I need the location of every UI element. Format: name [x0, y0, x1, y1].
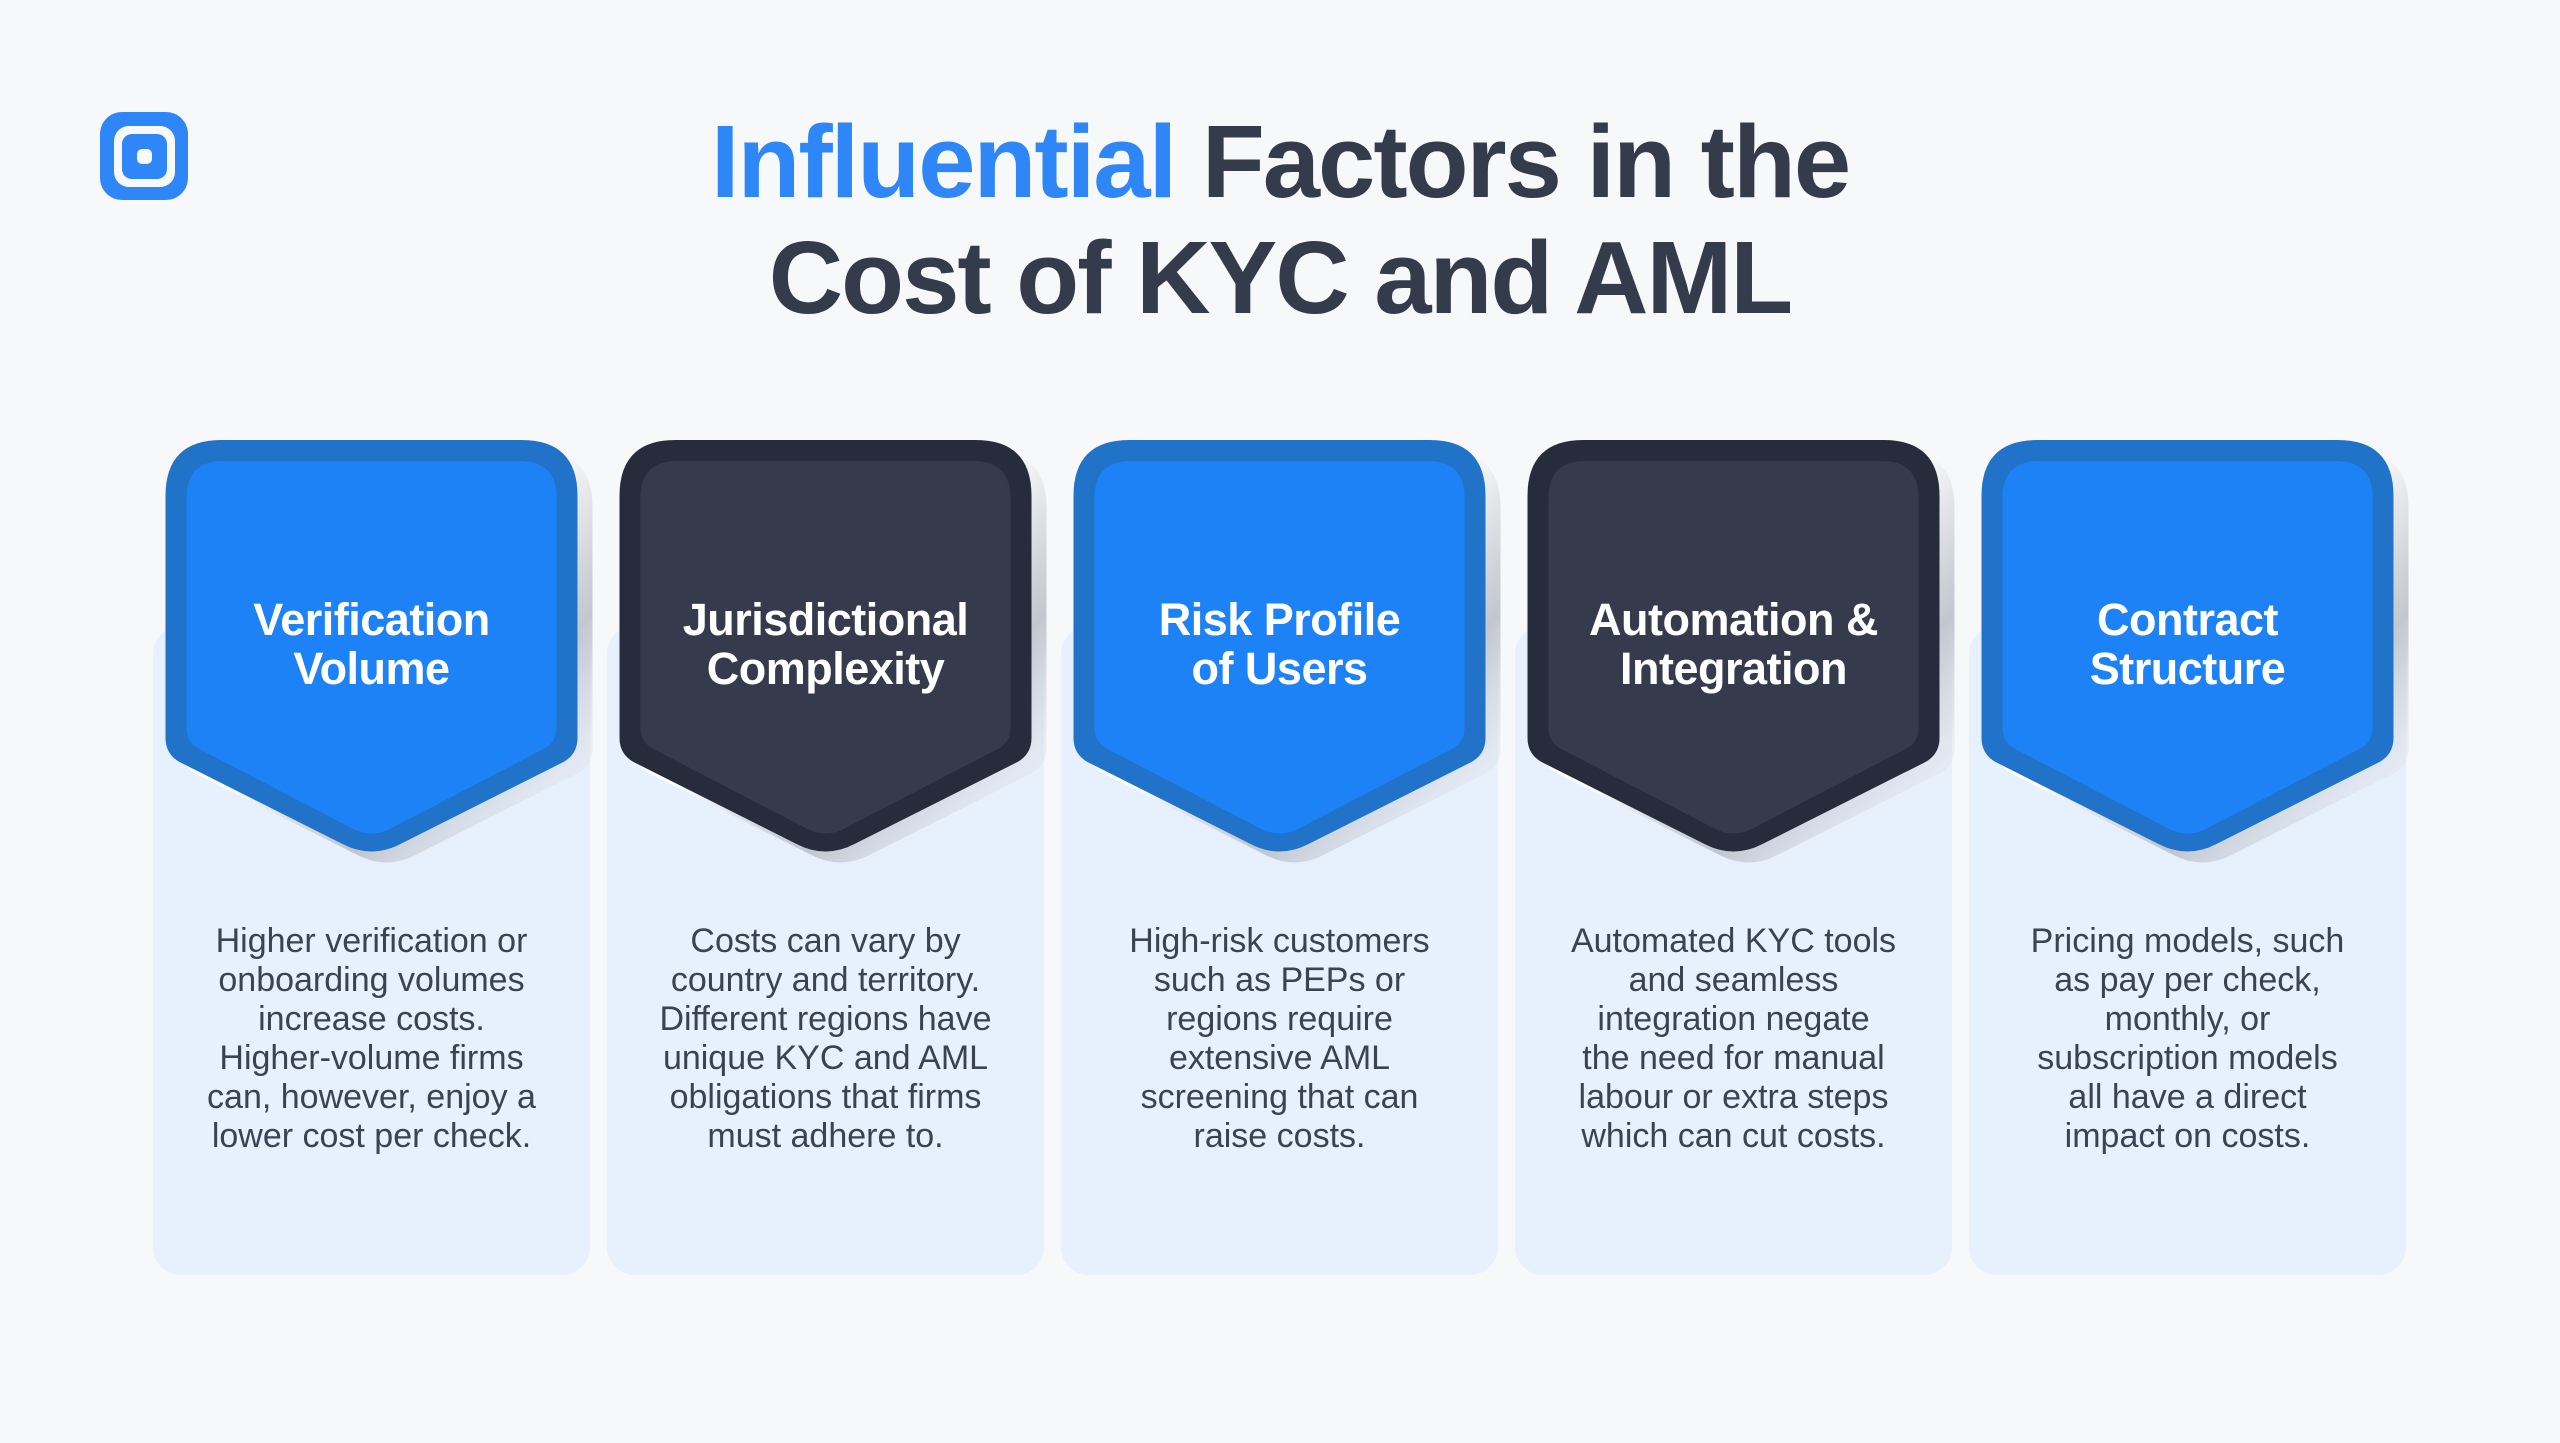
card-badge-title: Contract Structure	[2089, 593, 2286, 694]
card-description: Costs can vary by country and territory.…	[659, 922, 992, 1155]
shield-badge-icon	[619, 440, 1047, 863]
shield-badge-icon	[165, 440, 593, 863]
card-description: Higher verification or onboarding volume…	[207, 922, 536, 1155]
card-description: High-risk customers such as PEPs or regi…	[1129, 922, 1430, 1155]
brand-logo-ring	[113, 125, 175, 187]
brand-logo-dot	[136, 148, 152, 164]
shield-badge-icon	[1073, 440, 1501, 863]
card-badge-title: Jurisdictional Complexity	[682, 593, 969, 694]
card-badge-title: Automation & Integration	[1589, 593, 1878, 694]
page-title-line2: Cost of KYC and AML	[768, 220, 1793, 336]
factor-card-automation-integration: Automation & Integration Automated KYC t…	[1515, 440, 1955, 1275]
factor-card-contract-structure: Contract Structure Pricing models, such …	[1969, 440, 2409, 1275]
brand-logo-icon	[100, 112, 188, 200]
factor-card-jurisdictional-complexity: Jurisdictional Complexity Costs can vary…	[607, 440, 1047, 1275]
factor-card-risk-profile: Risk Profile of Users High-risk customer…	[1061, 440, 1501, 1275]
shield-badge-icon	[1981, 440, 2409, 863]
factor-cards-row: Verification Volume Higher verification …	[153, 440, 2409, 1275]
card-description: Pricing models, such as pay per check, m…	[2030, 922, 2345, 1155]
page-title-accent: Influential	[710, 104, 1177, 219]
card-description: Automated KYC tools and seamless integra…	[1570, 922, 1897, 1155]
brand-logo-core	[121, 133, 167, 179]
card-badge-title: Risk Profile of Users	[1158, 593, 1401, 694]
shield-badge-icon	[1527, 440, 1955, 863]
page-title: Influential Factors in the Cost of KYC an…	[0, 104, 2560, 337]
factor-card-verification-volume: Verification Volume Higher verification …	[153, 440, 593, 1275]
card-badge-title: Verification Volume	[253, 593, 490, 694]
page-title-rest: Factors in the	[1175, 104, 1851, 219]
